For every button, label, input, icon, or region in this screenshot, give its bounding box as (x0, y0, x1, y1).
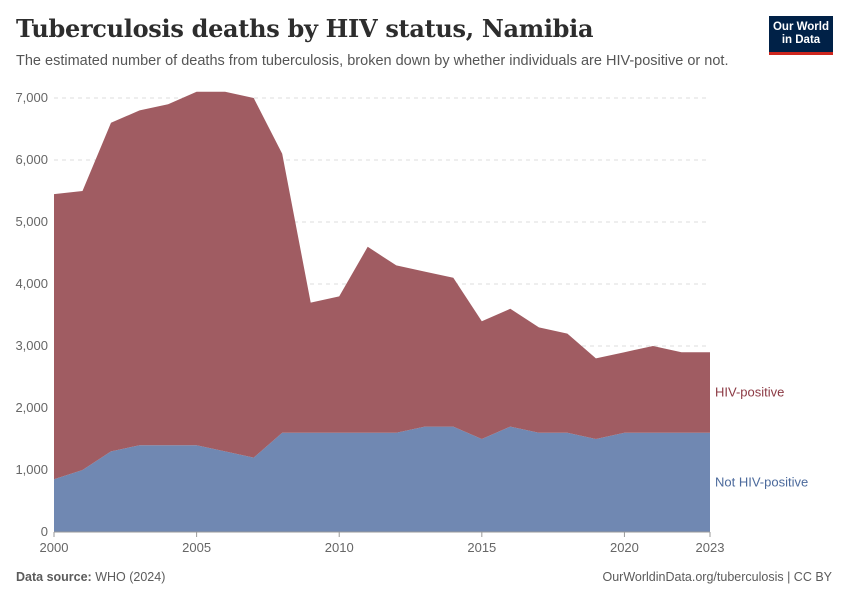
x-tick-label: 2000 (40, 540, 69, 555)
y-tick-label: 3,000 (15, 338, 48, 353)
y-tick-label: 2,000 (15, 400, 48, 415)
series-labels: Not HIV-positive HIV-positive (715, 385, 808, 490)
area-not-hiv-positive[interactable] (54, 426, 710, 532)
stacked-areas (54, 91, 710, 532)
x-tick-label: 2020 (610, 540, 639, 555)
x-tick-label: 2023 (696, 540, 725, 555)
logo-line-1: Our World (772, 21, 829, 33)
axes: 0 1,000 2,000 3,000 4,000 5,000 6,000 7,000 2000… (15, 90, 724, 555)
y-tick-label: 1,000 (15, 462, 48, 477)
y-tick-label: 7,000 (15, 90, 48, 105)
series-label-not-hiv-positive: Not HIV-positive (715, 474, 808, 489)
footer-credit[interactable]: OurWorldinData.org/tuberculosis | CC BY (602, 570, 833, 584)
y-tick-label: 5,000 (15, 214, 48, 229)
chart-subtitle: The estimated number of deaths from tube… (16, 53, 729, 69)
x-tick-label: 2005 (182, 540, 211, 555)
x-tick-label: 2010 (325, 540, 354, 555)
data-source: Data source: WHO (2024) (16, 570, 165, 584)
y-tick-label: 0 (41, 524, 48, 539)
owid-logo[interactable]: Our World in Data (769, 16, 833, 55)
logo-line-2: in Data (781, 34, 821, 46)
area-hiv-positive[interactable] (54, 91, 710, 480)
y-tick-label: 6,000 (15, 152, 48, 167)
data-source-value: WHO (2024) (95, 570, 166, 584)
y-tick-label: 4,000 (15, 276, 48, 291)
data-source-label: Data source: (16, 570, 92, 584)
series-label-hiv-positive: HIV-positive (715, 385, 784, 400)
chart-title: Tuberculosis deaths by HIV status, Namib… (16, 14, 594, 43)
x-tick-label: 2015 (467, 540, 496, 555)
